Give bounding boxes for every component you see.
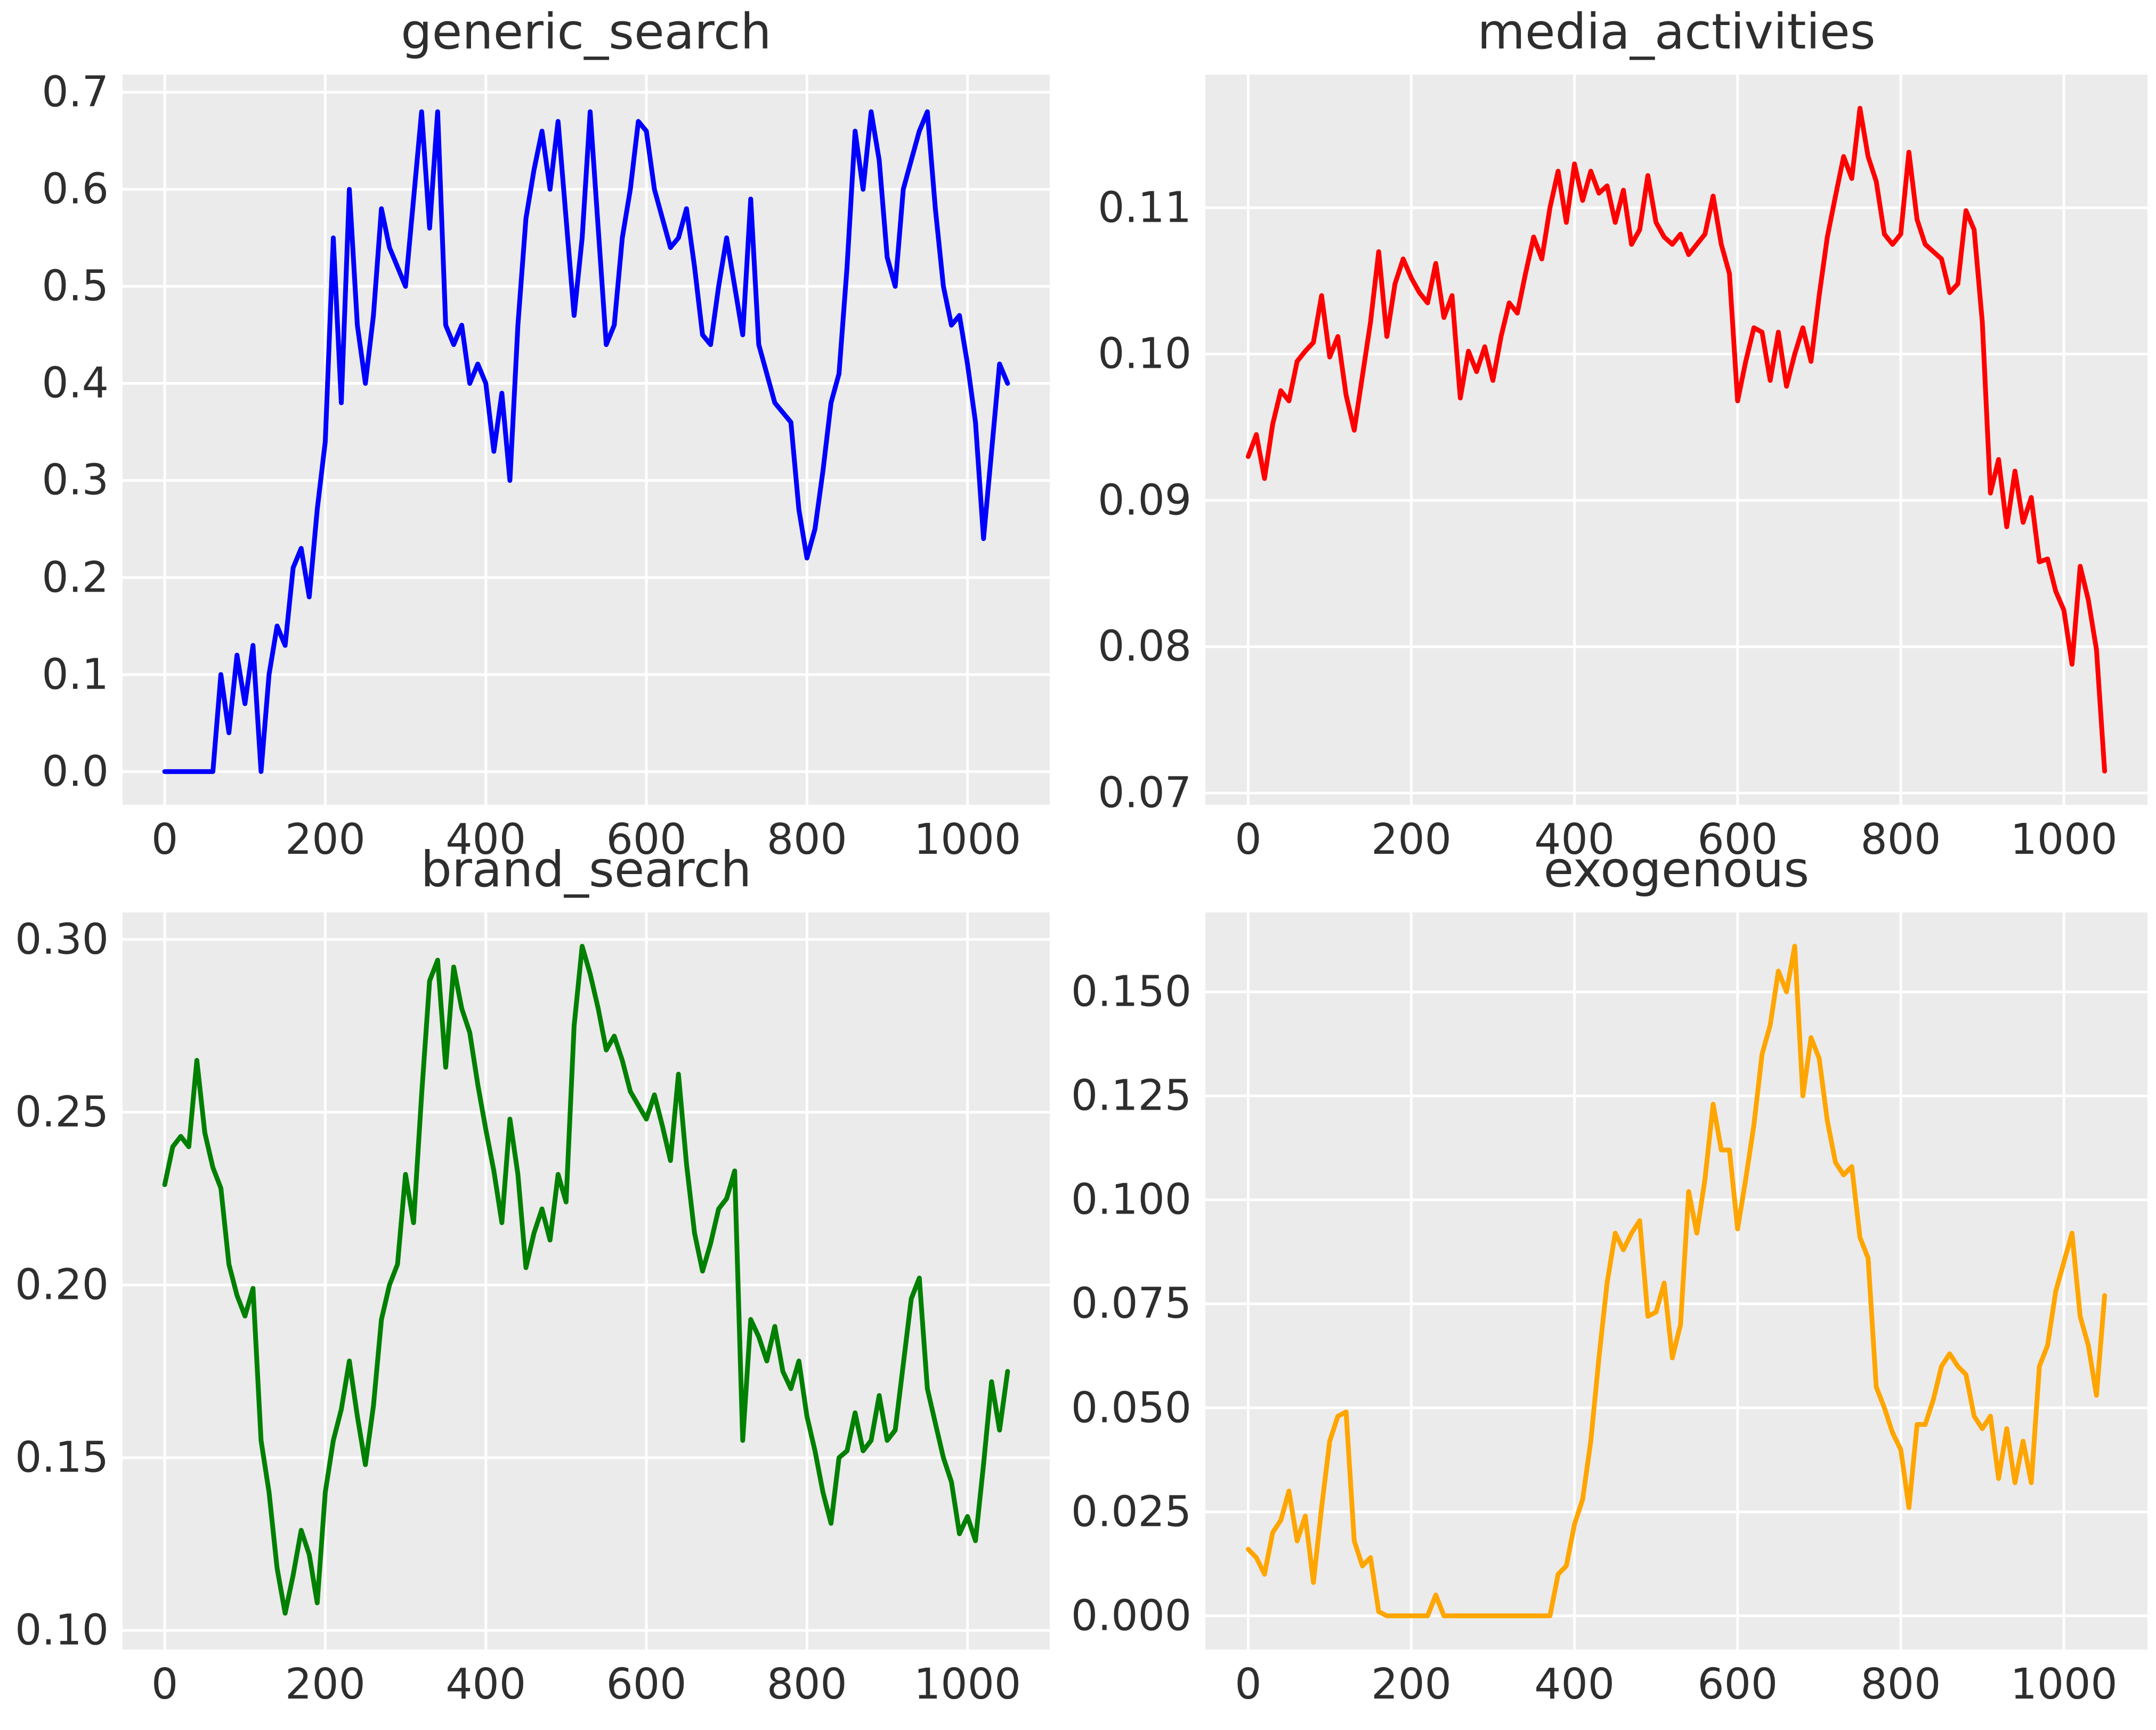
x-tick-label: 600: [606, 815, 687, 864]
y-tick-label: 0.08: [1098, 621, 1192, 671]
x-tick-label: 400: [1534, 1660, 1615, 1709]
x-tick-label: 800: [1860, 1660, 1941, 1709]
x-tick-label: 400: [445, 815, 526, 864]
y-tick-label: 0.100: [1071, 1175, 1192, 1224]
x-tick-label: 200: [285, 815, 366, 864]
x-tick-label: 1000: [2010, 1660, 2118, 1709]
plot-area-generic-search: [123, 75, 1050, 805]
plot-area-brand-search: [123, 912, 1050, 1650]
axes-background: [1205, 75, 2147, 805]
y-tick-label: 0.11: [1098, 183, 1192, 232]
series-line: [162, 109, 1010, 774]
plot-area-media-activities: [1205, 75, 2147, 805]
x-tick-label: 400: [445, 1660, 526, 1709]
x-tick-label: 1000: [914, 815, 1022, 864]
y-tick-label: 0.07: [1098, 768, 1192, 818]
series-line: [162, 944, 1010, 1616]
y-tick-label: 0.050: [1071, 1383, 1192, 1433]
y-tick-label: 0.125: [1071, 1071, 1192, 1120]
x-tick-label: 0: [1235, 815, 1262, 864]
series-line: [1245, 943, 2108, 1619]
x-tick-label: 600: [1697, 1660, 1778, 1709]
y-tick-label: 0.2: [42, 553, 109, 602]
x-tick-label: 600: [1697, 815, 1778, 864]
y-tick-label: 0.10: [1098, 329, 1192, 378]
series-line: [1245, 106, 2108, 774]
x-tick-label: 1000: [914, 1660, 1022, 1709]
x-tick-label: 200: [1371, 1660, 1452, 1709]
x-tick-label: 0: [151, 1660, 179, 1709]
y-tick-label: 0.20: [15, 1260, 109, 1309]
x-tick-label: 1000: [2010, 815, 2118, 864]
x-tick-label: 800: [766, 1660, 847, 1709]
y-tick-label: 0.0: [42, 747, 109, 796]
y-tick-label: 0.1: [42, 650, 109, 699]
chart-title-brand-search: brand_search: [420, 841, 752, 898]
y-tick-label: 0.15: [15, 1433, 109, 1482]
y-tick-label: 0.025: [1071, 1487, 1192, 1537]
x-tick-label: 600: [606, 1660, 687, 1709]
y-tick-label: 0.075: [1071, 1279, 1192, 1328]
axes-background: [123, 912, 1050, 1650]
y-tick-label: 0.5: [42, 261, 109, 311]
y-tick-label: 0.6: [42, 164, 109, 214]
chart-title-media-activities: media_activities: [1477, 3, 1876, 60]
y-tick-label: 0.09: [1098, 475, 1192, 525]
y-tick-label: 0.30: [15, 915, 109, 964]
y-tick-label: 0.4: [42, 358, 109, 408]
x-tick-label: 800: [766, 815, 847, 864]
y-tick-label: 0.25: [15, 1087, 109, 1137]
x-tick-label: 200: [1371, 815, 1452, 864]
y-tick-label: 0.10: [15, 1605, 109, 1655]
x-tick-label: 200: [285, 1660, 366, 1709]
x-tick-label: 400: [1534, 815, 1615, 864]
axes-background: [1205, 912, 2147, 1650]
y-tick-label: 0.150: [1071, 967, 1192, 1016]
y-tick-label: 0.7: [42, 67, 109, 117]
y-tick-label: 0.000: [1071, 1591, 1192, 1640]
x-tick-label: 0: [151, 815, 179, 864]
chart-title-generic-search: generic_search: [401, 3, 772, 60]
chart-title-exogenous: exogenous: [1543, 841, 1810, 898]
x-tick-label: 800: [1860, 815, 1941, 864]
y-tick-label: 0.3: [42, 455, 109, 505]
plot-area-exogenous: [1205, 912, 2147, 1650]
x-tick-label: 0: [1235, 1660, 1262, 1709]
